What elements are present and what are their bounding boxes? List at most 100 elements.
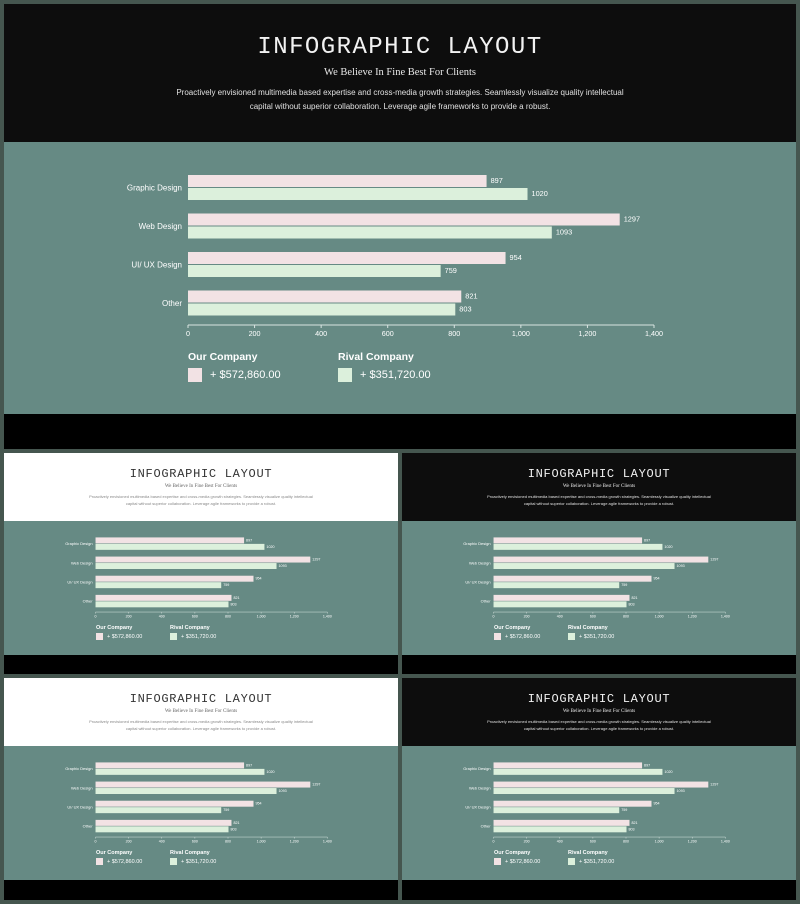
category-label: Web Design	[71, 785, 93, 790]
x-tick-label: 600	[590, 840, 596, 844]
data-label: 1020	[266, 770, 274, 774]
data-label: 803	[459, 304, 471, 313]
x-tick-label: 1,400	[721, 615, 730, 619]
bar-our-company	[493, 800, 652, 807]
x-tick-label: 1,000	[257, 615, 266, 619]
thumbnail-dark-2[interactable]: INFOGRAPHIC LAYOUT We Believe In Fine Be…	[402, 678, 796, 900]
legend-value: + $351,720.00	[360, 369, 431, 381]
data-label: 821	[233, 596, 239, 600]
data-label: 954	[255, 802, 261, 806]
data-label: 1297	[624, 214, 640, 223]
slide-title: INFOGRAPHIC LAYOUT	[129, 467, 273, 481]
slide-title: INFOGRAPHIC LAYOUT	[257, 34, 543, 61]
category-label: Other	[83, 599, 94, 604]
data-label: 759	[445, 266, 457, 275]
chart-panel: Graphic Design 897 1020 Web Design 1297 1093 U…	[402, 521, 796, 655]
main-slide: INFOGRAPHIC LAYOUT We Believe In Fine Be…	[4, 4, 796, 449]
x-tick-label: 200	[126, 615, 132, 619]
legend-swatch-rival	[170, 633, 177, 640]
category-label: Other	[162, 299, 182, 308]
data-label: 1093	[677, 789, 685, 793]
x-tick-label: 0	[186, 329, 190, 338]
x-tick-label: 1,400	[721, 840, 730, 844]
bar-our-company	[95, 575, 254, 582]
bar-rival-company	[95, 807, 222, 814]
slide-subtitle: We Believe In Fine Best For Clients	[164, 484, 238, 489]
bar-our-company	[493, 556, 709, 563]
data-label: 954	[653, 802, 659, 806]
legend-value: + $572,860.00	[210, 369, 281, 381]
legend-value: + $572,860.00	[505, 633, 541, 640]
category-label: UI/ UX Design	[67, 579, 92, 584]
legend-our-company: Our Company + $572,860.00	[96, 625, 142, 640]
thumbnail-dark-1[interactable]: INFOGRAPHIC LAYOUT We Believe In Fine Be…	[402, 453, 796, 674]
data-label: 1297	[312, 558, 320, 562]
description-line-1: Proactively envisioned multimedia based …	[487, 494, 711, 499]
x-tick-label: 0	[95, 840, 97, 844]
header-band: INFOGRAPHIC LAYOUT We Believe In Fine Be…	[4, 678, 398, 746]
category-label: Graphic Design	[127, 184, 182, 193]
x-tick-label: 600	[590, 615, 596, 619]
x-tick-label: 400	[159, 615, 165, 619]
x-tick-label: 1,200	[688, 615, 697, 619]
x-tick-label: 1,400	[323, 840, 332, 844]
legend-value: + $351,720.00	[181, 858, 217, 865]
x-tick-label: 200	[126, 840, 132, 844]
legend-our-company: Our Company + $572,860.00	[494, 850, 540, 865]
bar-our-company	[95, 556, 311, 563]
description-line-2: capital without superior collaboration. …	[249, 102, 551, 111]
slide-title: INFOGRAPHIC LAYOUT	[527, 467, 671, 481]
x-tick-label: 0	[95, 615, 97, 619]
legend-swatch-our	[188, 368, 202, 382]
x-tick-label: 1,000	[257, 840, 266, 844]
bar-our-company	[493, 781, 709, 788]
x-tick-label: 400	[315, 329, 327, 338]
data-label: 1093	[279, 564, 287, 568]
legend-swatch-our	[494, 858, 501, 865]
category-label: Graphic Design	[65, 541, 92, 546]
bar-rival-company	[493, 563, 675, 570]
chart-panel: Graphic Design 897 1020 Web Design 1297 1093 U…	[4, 142, 796, 414]
chart-panel: Graphic Design 897 1020 Web Design 1297 1093 U…	[4, 521, 398, 655]
bar-rival-company	[95, 601, 229, 608]
data-label: 803	[230, 602, 236, 606]
slide-description: Proactively envisioned multimedia based …	[89, 718, 313, 732]
chart-panel: Graphic Design 897 1020 Web Design 1297 1093 U…	[402, 746, 796, 880]
bar-our-company	[95, 800, 254, 807]
slide-description: Proactively envisioned multimedia based …	[89, 493, 313, 507]
data-label: 759	[223, 583, 229, 587]
legend-title: Our Company	[494, 625, 531, 631]
data-label: 954	[255, 577, 261, 581]
thumbnail-light-1[interactable]: INFOGRAPHIC LAYOUT We Believe In Fine Be…	[4, 453, 398, 674]
x-tick-label: 600	[382, 329, 394, 338]
slide-subtitle: We Believe In Fine Best For Clients	[324, 67, 476, 78]
header-band: INFOGRAPHIC LAYOUT We Believe In Fine Be…	[402, 453, 796, 521]
data-label: 1297	[710, 558, 718, 562]
description-line-1: Proactively envisioned multimedia based …	[487, 719, 711, 724]
legend-our-company: Our Company + $572,860.00	[96, 850, 142, 865]
x-tick-label: 200	[249, 329, 261, 338]
x-tick-label: 200	[524, 840, 530, 844]
x-tick-label: 1,000	[512, 329, 530, 338]
bar-rival-company	[95, 543, 265, 550]
legend-swatch-rival	[338, 368, 352, 382]
legend-rival-company: Rival Company + $351,720.00	[170, 625, 216, 640]
legend-value: + $572,860.00	[107, 858, 143, 865]
data-label: 1093	[279, 789, 287, 793]
legend-rival-company: Rival Company + $351,720.00	[568, 850, 614, 865]
data-label: 954	[510, 253, 522, 262]
thumbnail-light-2[interactable]: INFOGRAPHIC LAYOUT We Believe In Fine Be…	[4, 678, 398, 900]
bar-rival-company	[493, 601, 627, 608]
bar-rival-company	[188, 226, 552, 239]
legend-value: + $351,720.00	[181, 633, 217, 640]
legend-swatch-our	[96, 858, 103, 865]
legend-title: Rival Company	[170, 850, 210, 856]
data-label: 803	[230, 827, 236, 831]
description-line-2: capital without superior collaboration. …	[523, 726, 675, 731]
slide-subtitle: We Believe In Fine Best For Clients	[562, 709, 636, 714]
legend-rival-company: Rival Company + $351,720.00	[170, 850, 216, 865]
data-label: 897	[644, 763, 650, 767]
data-label: 803	[628, 827, 634, 831]
header-band: INFOGRAPHIC LAYOUT We Believe In Fine Be…	[402, 678, 796, 746]
description-line-1: Proactively envisioned multimedia based …	[89, 494, 313, 499]
